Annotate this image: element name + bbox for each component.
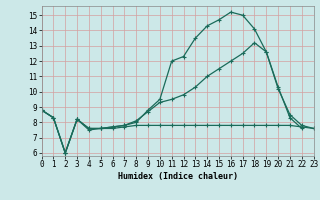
X-axis label: Humidex (Indice chaleur): Humidex (Indice chaleur) — [118, 172, 237, 181]
